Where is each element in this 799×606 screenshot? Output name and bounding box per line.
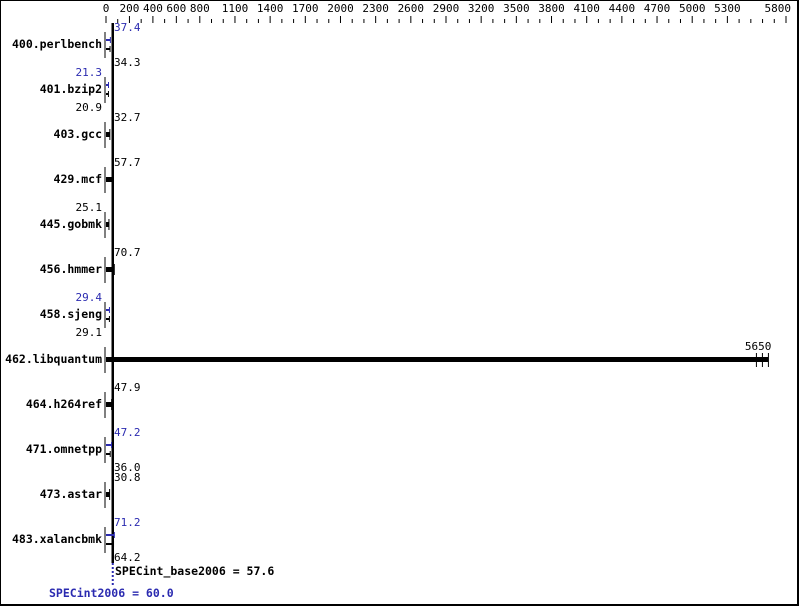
benchmark-label: 471.omnetpp (26, 442, 102, 456)
benchmark-label: 483.xalancbmk (12, 532, 102, 546)
benchmark-label: 445.gobmk (40, 217, 102, 231)
specint-base-summary: SPECint_base2006 = 57.6 (115, 564, 274, 579)
tick-label: 1700 (292, 2, 319, 15)
tick-label: 0 (103, 2, 110, 15)
base-bar (106, 357, 769, 362)
peak-bar (106, 39, 111, 41)
peak-bar (106, 534, 115, 536)
tick-label: 1100 (222, 2, 249, 15)
base-bar (106, 48, 111, 50)
base-value-label: 29.1 (76, 326, 103, 339)
base-value-label: 20.9 (76, 101, 103, 114)
base-bar (106, 402, 112, 407)
tick-label: 400 (143, 2, 163, 15)
base-bar (106, 543, 114, 545)
peak-value-label: 29.4 (76, 291, 103, 304)
tick-label: 2900 (433, 2, 460, 15)
tick-label: 200 (120, 2, 140, 15)
peak-value-label: 21.3 (76, 66, 103, 79)
peak-value-label: 47.2 (114, 426, 141, 439)
tick-label: 5300 (714, 2, 741, 15)
tick-label: 2600 (398, 2, 425, 15)
base-bar (106, 318, 110, 320)
base-value-label: 36.0 (114, 461, 141, 474)
tick-label: 2300 (362, 2, 389, 15)
base-value-label: 64.2 (114, 551, 141, 564)
base-value-label: 30.8 (114, 471, 141, 484)
base-value-label: 25.1 (76, 201, 103, 214)
base-bar (106, 267, 115, 272)
tick-label: 4400 (609, 2, 636, 15)
base-bar (106, 132, 110, 137)
base-bar (106, 177, 113, 182)
peak-value-label: 71.2 (114, 516, 141, 529)
base-value-label: 47.9 (114, 381, 141, 394)
peak-bar (106, 444, 112, 446)
base-value-label: 70.7 (114, 246, 141, 259)
base-value-label: 57.7 (114, 156, 141, 169)
benchmark-label: 401.bzip2 (40, 82, 102, 96)
benchmark-label: 403.gcc (54, 127, 102, 141)
benchmark-label: 456.hmmer (40, 262, 102, 276)
peak-value-label: 37.4 (114, 21, 141, 34)
tick-label: 1400 (257, 2, 284, 15)
tick-label: 4700 (644, 2, 671, 15)
base-value-label: 32.7 (114, 111, 141, 124)
base-bar (106, 453, 111, 455)
benchmark-label: 429.mcf (54, 172, 103, 186)
peak-bar (106, 309, 110, 311)
base-bar (106, 222, 109, 227)
specint-peak-summary: SPECint2006 = 60.0 (49, 586, 174, 600)
benchmark-label: 462.libquantum (5, 352, 102, 366)
tick-label: 3500 (503, 2, 530, 15)
base-value-label: 5650 (745, 340, 772, 353)
tick-label: 800 (190, 2, 210, 15)
tick-label: 3800 (538, 2, 565, 15)
tick-label: 3200 (468, 2, 495, 15)
tick-label: 5800 (765, 2, 792, 15)
tick-label: 5000 (679, 2, 706, 15)
tick-label: 4100 (573, 2, 600, 15)
benchmark-label: 464.h264ref (26, 397, 102, 411)
base-bar (106, 93, 109, 95)
benchmark-label: 458.sjeng (40, 307, 102, 321)
tick-label: 600 (166, 2, 186, 15)
tick-label: 2000 (327, 2, 354, 15)
benchmark-label: 400.perlbench (12, 37, 102, 51)
base-bar (106, 492, 110, 497)
benchmark-label: 473.astar (40, 487, 102, 501)
base-value-label: 34.3 (114, 56, 141, 69)
peak-bar (106, 84, 109, 86)
